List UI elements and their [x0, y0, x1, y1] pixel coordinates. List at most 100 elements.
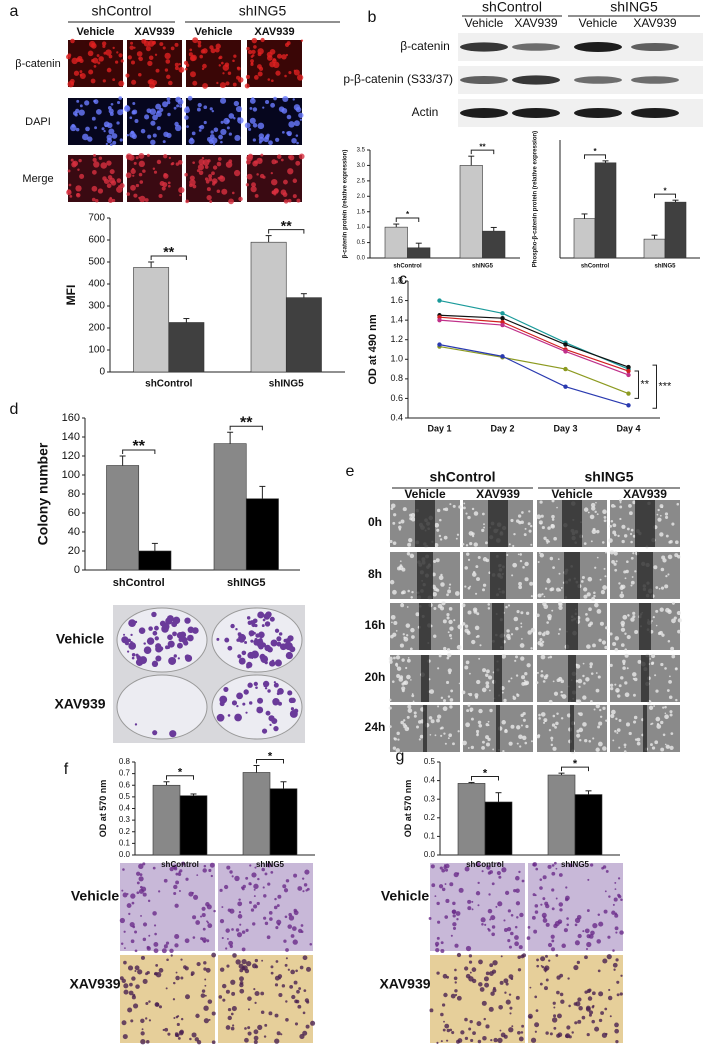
image-texture: [477, 904, 480, 907]
image-texture: [202, 63, 207, 69]
image-texture: [133, 193, 138, 198]
image-texture: [514, 659, 517, 662]
image-texture: [179, 104, 182, 108]
image-texture: [677, 618, 682, 623]
marker: [626, 368, 631, 374]
image-texture: [447, 668, 452, 673]
treatment-header: XAV939: [476, 487, 520, 501]
image-texture: [126, 134, 129, 137]
image-texture: [82, 133, 89, 141]
image-texture: [520, 625, 523, 628]
image-texture: [507, 604, 511, 607]
image-texture: [260, 1010, 265, 1015]
image-texture: [519, 912, 524, 918]
image-texture: [120, 942, 124, 945]
image-texture: [128, 154, 135, 161]
bar: [459, 165, 483, 259]
image-texture: [173, 867, 178, 871]
bar: [407, 247, 431, 259]
image-texture: [596, 556, 599, 559]
x-tick-label: shControl: [466, 860, 504, 869]
image-texture: [474, 693, 479, 698]
image-texture: [139, 180, 144, 184]
wound-gap: [417, 552, 433, 599]
image-texture: [595, 501, 597, 504]
colony: [271, 659, 275, 663]
colony: [261, 624, 265, 628]
marker: [563, 349, 568, 354]
image-texture: [485, 735, 489, 740]
image-texture: [515, 888, 520, 893]
wound-gap: [496, 705, 500, 752]
image-texture: [539, 878, 543, 881]
image-texture: [620, 974, 623, 977]
row-label: Vehicle: [381, 888, 429, 904]
image-texture: [651, 654, 656, 659]
image-texture: [192, 184, 197, 189]
image-texture: [550, 524, 556, 529]
image-texture: [91, 185, 98, 192]
image-texture: [395, 663, 399, 667]
image-texture: [131, 79, 137, 85]
image-texture: [142, 937, 147, 942]
image-texture: [677, 629, 681, 634]
image-texture: [253, 1039, 258, 1045]
image-texture: [452, 914, 456, 918]
image-texture: [518, 521, 522, 525]
image-texture: [66, 189, 72, 196]
image-texture: [275, 960, 279, 963]
image-texture: [134, 949, 138, 953]
image-texture: [518, 585, 523, 590]
image-texture: [225, 81, 230, 86]
image-texture: [490, 1038, 493, 1042]
image-texture: [269, 48, 276, 55]
image-texture: [595, 703, 600, 709]
image-texture: [468, 1027, 472, 1031]
colony: [143, 646, 152, 654]
image-texture: [527, 522, 531, 526]
image-tile: [430, 863, 525, 951]
image-texture: [257, 71, 263, 77]
image-texture: [542, 680, 546, 683]
image-texture: [648, 705, 654, 710]
bar: [152, 784, 181, 856]
y-tick-label: 400: [88, 279, 105, 290]
image-texture: [252, 922, 256, 926]
image-texture: [105, 142, 108, 146]
image-texture: [608, 988, 611, 992]
image-texture: [188, 52, 193, 57]
panel-label: f: [64, 761, 69, 778]
colony: [251, 650, 259, 659]
y-tick-label: 200: [88, 323, 105, 334]
image-texture: [471, 532, 475, 536]
image-texture: [602, 958, 608, 964]
treatment-header: XAV939: [633, 16, 676, 30]
colony: [146, 637, 155, 645]
image-texture: [277, 894, 282, 899]
panel-label: d: [10, 401, 19, 418]
image-texture: [584, 955, 588, 960]
image-texture: [525, 611, 530, 615]
image-texture: [154, 932, 157, 936]
image-texture: [226, 937, 229, 940]
image-texture: [135, 156, 139, 160]
image-texture: [206, 187, 211, 192]
image-texture: [270, 971, 274, 975]
image-texture: [498, 875, 502, 879]
image-texture: [85, 126, 90, 132]
image-texture: [633, 720, 637, 724]
image-texture: [150, 139, 156, 146]
image-texture: [222, 72, 225, 75]
colony: [252, 618, 258, 624]
marker: [563, 384, 568, 389]
image-texture: [227, 1015, 232, 1021]
image-texture: [466, 552, 470, 556]
image-texture: [486, 865, 491, 870]
image-texture: [476, 612, 480, 616]
image-texture: [592, 923, 598, 929]
image-texture: [587, 996, 593, 1001]
image-texture: [207, 923, 213, 929]
image-texture: [549, 655, 553, 659]
image-texture: [605, 719, 608, 722]
image-texture: [135, 183, 140, 188]
